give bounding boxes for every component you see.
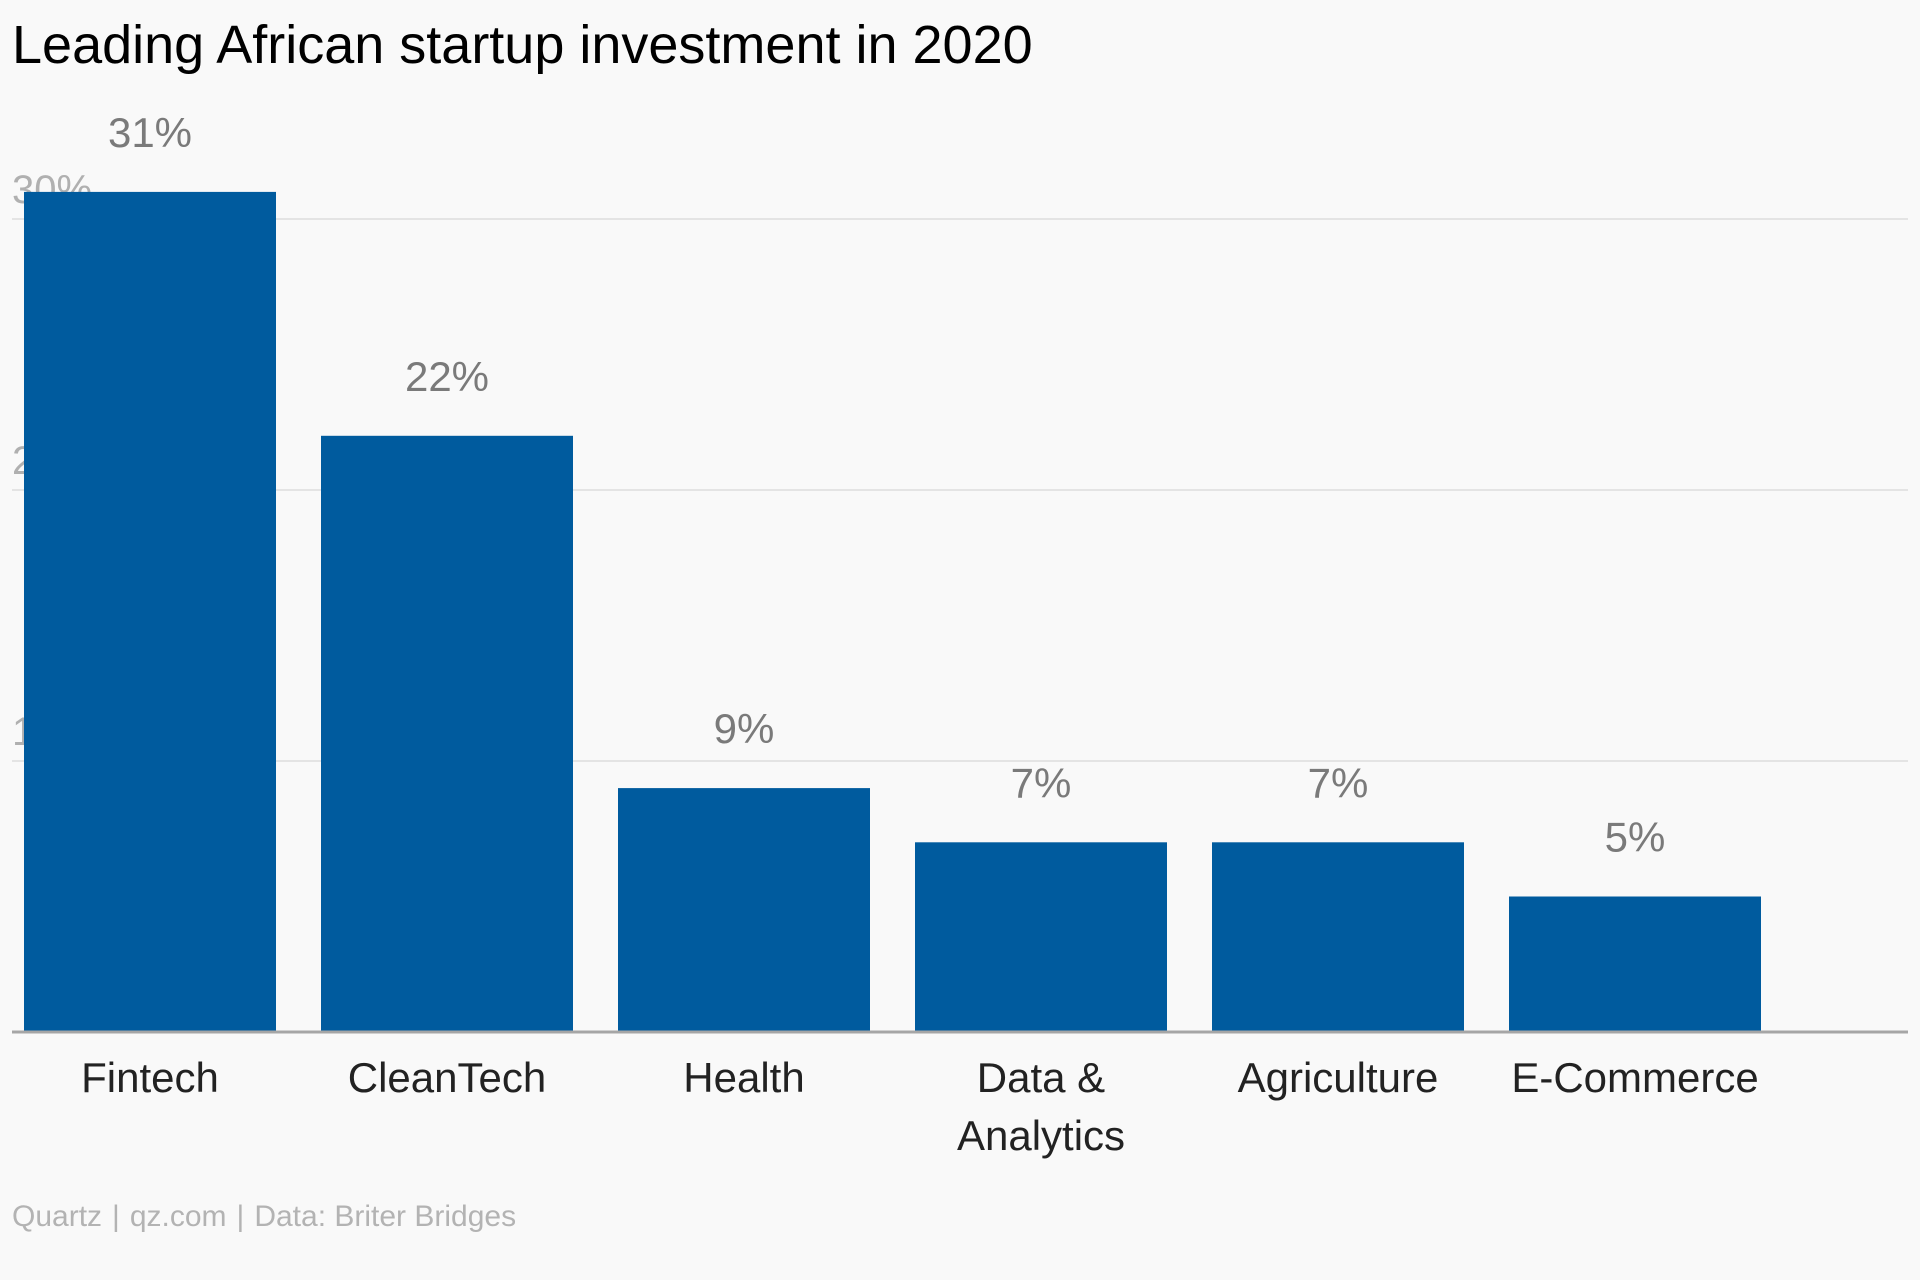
category-label: E-Commerce <box>1511 1054 1758 1101</box>
category-label-line: Analytics <box>957 1112 1125 1159</box>
source-separator: | <box>236 1200 245 1233</box>
category-label-line: Fintech <box>81 1054 219 1101</box>
bar <box>915 842 1167 1032</box>
bar <box>1212 842 1464 1032</box>
category-label-line: Data & <box>977 1054 1105 1101</box>
source-separator: | <box>112 1200 120 1233</box>
chart-title: Leading African startup investment in 20… <box>12 15 1033 75</box>
source-line: Quartz | qz.com | Data: Briter Bridges <box>12 1200 516 1234</box>
source-publisher: Quartz <box>12 1200 103 1233</box>
source-data: Data: Briter Bridges <box>254 1200 517 1233</box>
data-label: 31% <box>108 109 192 156</box>
category-label: Data & Analytics <box>957 1054 1125 1159</box>
category-label: CleanTech <box>348 1054 546 1101</box>
data-label: 9% <box>714 705 775 752</box>
category-label: Health <box>683 1054 804 1101</box>
category-label: Fintech <box>81 1054 219 1101</box>
category-label-line: Health <box>683 1054 804 1101</box>
bar <box>24 191 276 1032</box>
bar <box>1509 896 1761 1032</box>
category-label: Agriculture <box>1238 1054 1439 1101</box>
category-label-line: E-Commerce <box>1511 1054 1758 1101</box>
data-label: 22% <box>405 353 489 400</box>
bar <box>618 788 870 1032</box>
source-site: qz.com <box>129 1200 227 1233</box>
bar <box>321 435 573 1032</box>
category-label-line: CleanTech <box>348 1054 546 1101</box>
category-label-line: Agriculture <box>1238 1054 1439 1101</box>
data-label: 7% <box>1011 759 1072 806</box>
data-label: 7% <box>1308 759 1369 806</box>
data-label: 5% <box>1605 814 1666 861</box>
